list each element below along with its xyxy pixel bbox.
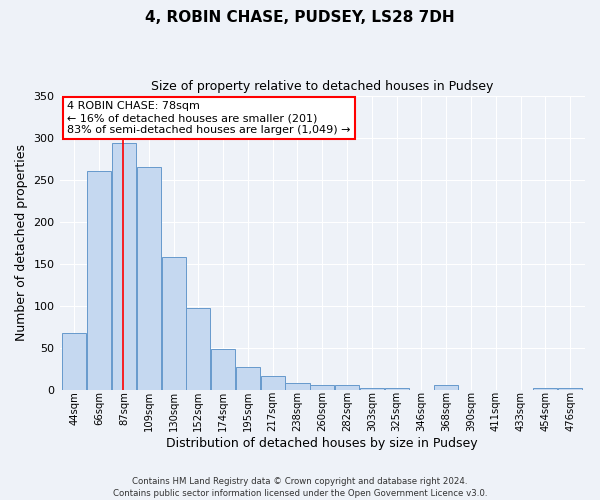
Bar — [335, 386, 359, 390]
Text: 4 ROBIN CHASE: 78sqm
← 16% of detached houses are smaller (201)
83% of semi-deta: 4 ROBIN CHASE: 78sqm ← 16% of detached h… — [67, 102, 351, 134]
X-axis label: Distribution of detached houses by size in Pudsey: Distribution of detached houses by size … — [166, 437, 478, 450]
Title: Size of property relative to detached houses in Pudsey: Size of property relative to detached ho… — [151, 80, 493, 93]
Bar — [161, 257, 185, 390]
Bar — [260, 376, 285, 390]
Text: 4, ROBIN CHASE, PUDSEY, LS28 7DH: 4, ROBIN CHASE, PUDSEY, LS28 7DH — [145, 10, 455, 25]
Bar — [533, 388, 557, 390]
Y-axis label: Number of detached properties: Number of detached properties — [15, 144, 28, 341]
Bar — [62, 332, 86, 390]
Bar — [434, 384, 458, 390]
Bar — [558, 388, 582, 390]
Bar — [310, 386, 334, 390]
Bar — [236, 367, 260, 390]
Text: Contains HM Land Registry data © Crown copyright and database right 2024.
Contai: Contains HM Land Registry data © Crown c… — [113, 476, 487, 498]
Bar — [211, 350, 235, 390]
Bar — [137, 167, 161, 390]
Bar — [187, 308, 211, 390]
Bar — [360, 388, 384, 390]
Bar — [87, 171, 111, 390]
Bar — [286, 383, 310, 390]
Bar — [112, 144, 136, 390]
Bar — [385, 388, 409, 390]
